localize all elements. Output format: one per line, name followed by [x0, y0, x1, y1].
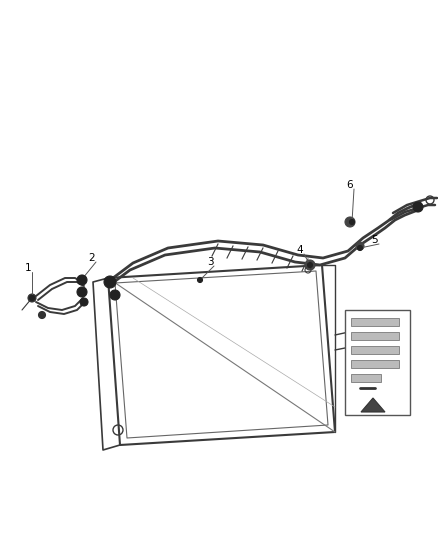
Circle shape: [81, 276, 85, 280]
Text: 1: 1: [25, 263, 31, 273]
Circle shape: [28, 294, 36, 302]
Bar: [345, 310, 410, 415]
Bar: [351, 360, 399, 368]
Text: 5: 5: [372, 235, 378, 245]
Circle shape: [350, 220, 354, 224]
Text: 4: 4: [297, 245, 303, 255]
Circle shape: [345, 217, 355, 227]
Circle shape: [39, 311, 46, 319]
Circle shape: [357, 246, 363, 251]
Circle shape: [77, 275, 87, 285]
Text: 6: 6: [347, 180, 353, 190]
Circle shape: [305, 260, 315, 270]
Circle shape: [110, 290, 120, 300]
Polygon shape: [361, 398, 385, 412]
Circle shape: [307, 262, 312, 268]
Text: 3: 3: [207, 257, 213, 267]
Circle shape: [77, 287, 87, 297]
Circle shape: [356, 242, 364, 250]
Bar: [351, 346, 399, 354]
Bar: [351, 332, 399, 340]
Circle shape: [104, 276, 116, 288]
Circle shape: [29, 295, 35, 301]
Circle shape: [413, 202, 423, 212]
Bar: [351, 318, 399, 326]
Circle shape: [80, 298, 88, 306]
Bar: [351, 374, 381, 382]
Circle shape: [198, 278, 202, 282]
Text: 2: 2: [88, 253, 95, 263]
